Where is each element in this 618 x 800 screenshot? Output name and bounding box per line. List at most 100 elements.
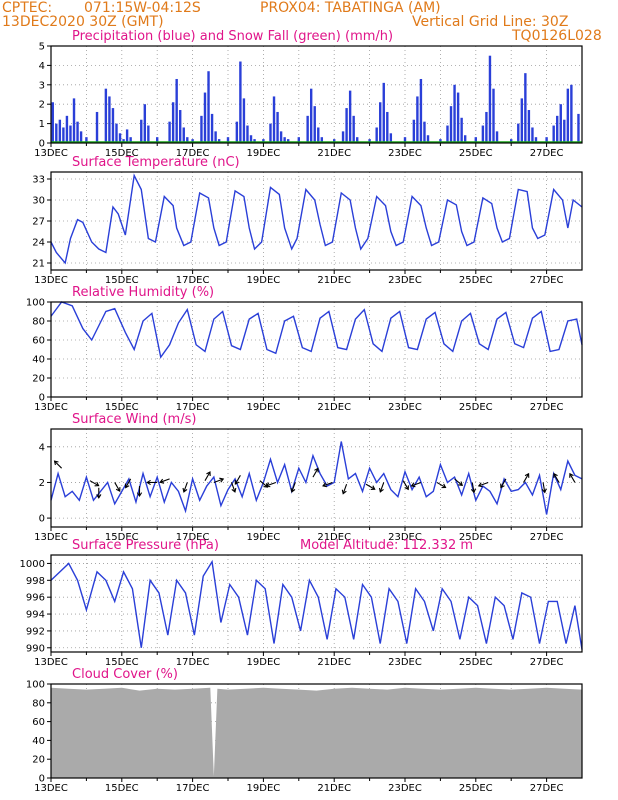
x-tick-label: 13DEC bbox=[34, 783, 68, 794]
precip-bar bbox=[556, 115, 559, 143]
precip-bar bbox=[79, 131, 83, 143]
y-tick-label: 20 bbox=[32, 374, 45, 385]
wind-arrow bbox=[213, 477, 225, 483]
precip-bar bbox=[474, 137, 477, 143]
wind-arrow bbox=[204, 471, 211, 481]
y-tick-label: 24 bbox=[32, 238, 45, 249]
y-tick-label: 1 bbox=[39, 119, 45, 130]
precip-bar bbox=[341, 131, 345, 143]
precip-bar bbox=[297, 137, 300, 143]
wind-arrow bbox=[290, 482, 296, 493]
wind-arrow bbox=[124, 478, 132, 489]
y-tick-label: 100 bbox=[26, 298, 45, 309]
y-tick-label: 0 bbox=[39, 139, 45, 150]
y-tick-label: 30 bbox=[32, 196, 45, 207]
panel-title-rh: Relative Humidity (%) bbox=[72, 285, 214, 300]
x-tick-label: 19DEC bbox=[247, 783, 281, 794]
x-tick-label: 15DEC bbox=[105, 783, 139, 794]
y-tick-label: 21 bbox=[32, 259, 45, 270]
x-tick-label: 27DEC bbox=[530, 532, 564, 543]
precip-bar bbox=[175, 78, 178, 143]
panel-press: 990 992 994 996 998 1000 13DEC 15DEC 17DEC 19DEC 2… bbox=[20, 538, 583, 668]
wind-arrow bbox=[159, 478, 170, 484]
wind-arrow bbox=[265, 481, 276, 488]
precip-bar bbox=[58, 119, 62, 143]
wind-line bbox=[50, 441, 583, 515]
wind-arrow bbox=[96, 487, 102, 499]
precip-bar bbox=[95, 111, 99, 143]
precip-bar bbox=[269, 123, 272, 143]
x-tick-label: 13DEC bbox=[34, 657, 68, 668]
x-tick-label: 13DEC bbox=[34, 532, 68, 543]
precip-bar bbox=[65, 115, 69, 143]
precip-bar bbox=[416, 96, 419, 143]
precip-bar bbox=[379, 102, 382, 143]
precip-bar bbox=[55, 123, 58, 143]
precip-bar bbox=[412, 119, 416, 143]
precip-bar bbox=[200, 115, 203, 143]
series-cloud bbox=[51, 687, 582, 778]
x-ticks-precip: 13DEC 15DEC 17DEC 19DEC 21DEC 23DEC 25DEC 27DEC bbox=[34, 143, 563, 159]
y-tick-label: 2 bbox=[39, 478, 45, 489]
x-tick-label: 19DEC bbox=[247, 402, 281, 413]
precip-bar bbox=[306, 115, 309, 143]
precip-bar bbox=[426, 135, 430, 143]
x-tick-label: 27DEC bbox=[530, 783, 564, 794]
precip-bar bbox=[125, 129, 129, 143]
precip-bar bbox=[317, 127, 320, 143]
precip-bar bbox=[203, 92, 207, 143]
y-ticks-temp: 21 24 27 30 33 bbox=[32, 175, 51, 270]
y-tick-label: 0 bbox=[39, 774, 45, 785]
precip-bar bbox=[382, 82, 385, 143]
precip-bar bbox=[179, 110, 182, 143]
precip-bar bbox=[143, 104, 147, 143]
grid-wind bbox=[51, 429, 582, 527]
y-tick-label: 40 bbox=[32, 736, 45, 747]
precip-bar bbox=[520, 98, 524, 143]
precip-bar bbox=[345, 108, 348, 143]
precip-bar bbox=[272, 96, 276, 143]
precip-bar bbox=[191, 139, 194, 143]
y-tick-label: 5 bbox=[39, 42, 45, 53]
precip-bar bbox=[386, 111, 389, 143]
series-rh bbox=[50, 301, 583, 359]
x-tick-label: 19DEC bbox=[247, 148, 281, 159]
x-tick-label: 23DEC bbox=[388, 148, 422, 159]
y-tick-label: 80 bbox=[32, 698, 45, 709]
wind-arrow bbox=[470, 482, 477, 494]
precip-bar bbox=[235, 121, 239, 143]
cloud-area bbox=[51, 687, 582, 778]
precip-bar bbox=[115, 123, 118, 143]
precip-bar bbox=[348, 90, 352, 143]
precip-bar bbox=[510, 139, 513, 143]
panel-temp: 21 24 27 30 33 13DEC 15DEC 17DEC 19DEC 21DEC 23DEC… bbox=[32, 155, 583, 286]
x-tick-label: 19DEC bbox=[247, 275, 281, 286]
precip-bar bbox=[485, 111, 488, 143]
precip-bar bbox=[456, 92, 460, 143]
frame-wind bbox=[50, 428, 583, 528]
precip-bar bbox=[577, 113, 580, 143]
rh-line bbox=[50, 301, 583, 359]
x-tick-label: 17DEC bbox=[176, 657, 210, 668]
precip-bar bbox=[453, 84, 456, 143]
x-tick-label: 17DEC bbox=[176, 402, 210, 413]
precip-bar bbox=[566, 88, 570, 143]
y-tick-label: 100 bbox=[26, 680, 45, 691]
precip-bar bbox=[463, 135, 467, 143]
grid-rh bbox=[51, 301, 582, 398]
precip-bar bbox=[481, 125, 485, 143]
precip-bar bbox=[570, 84, 573, 143]
x-tick-label: 21DEC bbox=[317, 275, 351, 286]
x-tick-label: 21DEC bbox=[317, 783, 351, 794]
wind-arrow bbox=[410, 481, 422, 488]
x-tick-label: 15DEC bbox=[105, 402, 139, 413]
wind-arrow bbox=[477, 481, 489, 488]
precip-bar bbox=[122, 139, 125, 143]
wind-arrows bbox=[53, 460, 576, 499]
precip-bar bbox=[333, 139, 336, 143]
precip-bar bbox=[104, 88, 108, 143]
y-tick-label: 4 bbox=[39, 442, 45, 453]
precip-bar bbox=[168, 121, 171, 143]
precip-bar bbox=[419, 78, 423, 143]
x-ticks-temp: 13DEC 15DEC 17DEC 19DEC 21DEC 23DEC 25DEC 27DEC bbox=[34, 270, 563, 286]
